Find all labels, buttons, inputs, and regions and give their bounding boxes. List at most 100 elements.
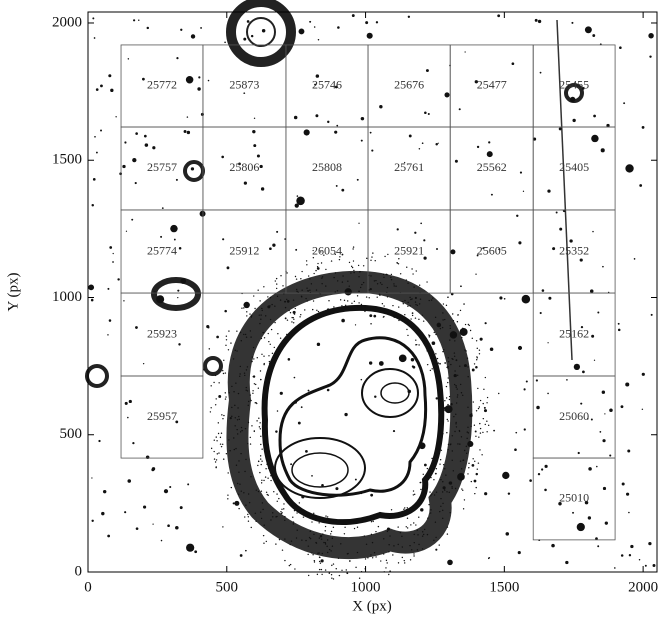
field-star xyxy=(474,480,477,483)
halo-speck xyxy=(261,518,262,519)
halo-speck xyxy=(231,416,232,417)
field-star xyxy=(175,526,179,530)
halo-speck xyxy=(211,448,212,449)
halo-speck xyxy=(406,267,407,268)
halo-speck xyxy=(455,385,456,386)
halo-speck xyxy=(236,429,237,430)
halo-speck xyxy=(479,353,480,354)
cell-label: 25352 xyxy=(559,243,589,257)
field-star xyxy=(529,479,532,482)
halo-speck xyxy=(308,545,309,546)
halo-speck xyxy=(240,366,241,367)
field-star xyxy=(491,194,493,196)
halo-speck xyxy=(247,443,248,444)
field-star xyxy=(107,334,108,335)
halo-speck xyxy=(452,435,453,436)
halo-speck xyxy=(358,302,359,303)
halo-speck xyxy=(470,415,471,416)
halo-speck xyxy=(470,426,471,427)
halo-speck xyxy=(247,390,248,391)
halo-speck xyxy=(443,349,444,350)
field-star xyxy=(115,116,116,117)
halo-speck xyxy=(365,558,366,559)
halo-speck xyxy=(375,280,376,281)
halo-speck xyxy=(413,494,414,495)
halo-speck xyxy=(345,305,346,306)
halo-speck xyxy=(395,286,396,287)
halo-speck xyxy=(374,552,375,553)
halo-speck xyxy=(357,295,358,296)
field-star xyxy=(588,467,592,471)
halo-speck xyxy=(440,479,441,480)
field-star xyxy=(415,297,417,299)
halo-speck xyxy=(258,461,259,462)
halo-speck xyxy=(325,543,326,544)
halo-speck xyxy=(349,262,350,263)
halo-speck xyxy=(264,337,265,338)
field-star xyxy=(518,241,521,244)
halo-speck xyxy=(441,421,442,422)
field-star xyxy=(629,554,631,556)
halo-speck xyxy=(272,512,273,513)
halo-speck xyxy=(386,560,387,561)
field-star xyxy=(304,129,310,135)
field-star xyxy=(187,131,190,134)
halo-speck xyxy=(475,436,476,437)
halo-speck xyxy=(385,567,386,568)
halo-speck xyxy=(301,539,302,540)
halo-speck xyxy=(485,424,486,425)
halo-speck xyxy=(259,323,260,324)
halo-speck xyxy=(325,515,326,516)
halo-speck xyxy=(295,308,296,309)
field-star xyxy=(187,483,189,485)
halo-speck xyxy=(442,510,443,511)
halo-speck xyxy=(262,509,263,510)
halo-speck xyxy=(257,465,258,466)
field-star xyxy=(145,143,148,146)
halo-speck xyxy=(316,542,317,543)
halo-speck xyxy=(382,303,383,304)
halo-speck xyxy=(237,419,238,420)
halo-speck xyxy=(231,407,232,408)
halo-speck xyxy=(353,272,354,273)
halo-speck xyxy=(293,521,294,522)
field-star xyxy=(371,150,373,152)
halo-speck xyxy=(467,431,468,432)
halo-speck xyxy=(342,275,343,276)
halo-speck xyxy=(276,288,277,289)
field-star xyxy=(628,512,630,514)
halo-speck xyxy=(388,551,389,552)
field-star xyxy=(544,489,547,492)
halo-speck xyxy=(280,275,281,276)
halo-speck xyxy=(432,368,433,369)
halo-speck xyxy=(236,465,237,466)
field-star xyxy=(224,41,226,43)
halo-speck xyxy=(260,370,261,371)
halo-speck xyxy=(263,356,264,357)
halo-speck xyxy=(364,307,365,308)
field-star xyxy=(548,297,551,300)
field-star xyxy=(522,295,531,304)
halo-speck xyxy=(429,336,430,337)
halo-speck xyxy=(430,512,431,513)
halo-speck xyxy=(322,553,323,554)
halo-speck xyxy=(431,458,432,459)
field-star xyxy=(457,473,465,481)
halo-speck xyxy=(429,491,430,492)
field-star xyxy=(336,185,338,187)
halo-speck xyxy=(483,389,484,390)
field-star xyxy=(374,395,376,397)
field-star xyxy=(151,468,154,471)
field-star xyxy=(244,372,245,373)
halo-speck xyxy=(274,347,275,348)
halo-speck xyxy=(476,359,477,360)
halo-speck xyxy=(386,274,387,275)
field-star xyxy=(315,114,318,117)
halo-speck xyxy=(422,536,423,537)
halo-speck xyxy=(370,275,371,276)
field-star xyxy=(444,407,447,410)
halo-speck xyxy=(483,418,484,419)
halo-speck xyxy=(462,490,463,491)
halo-speck xyxy=(460,310,461,311)
halo-speck xyxy=(388,544,389,545)
